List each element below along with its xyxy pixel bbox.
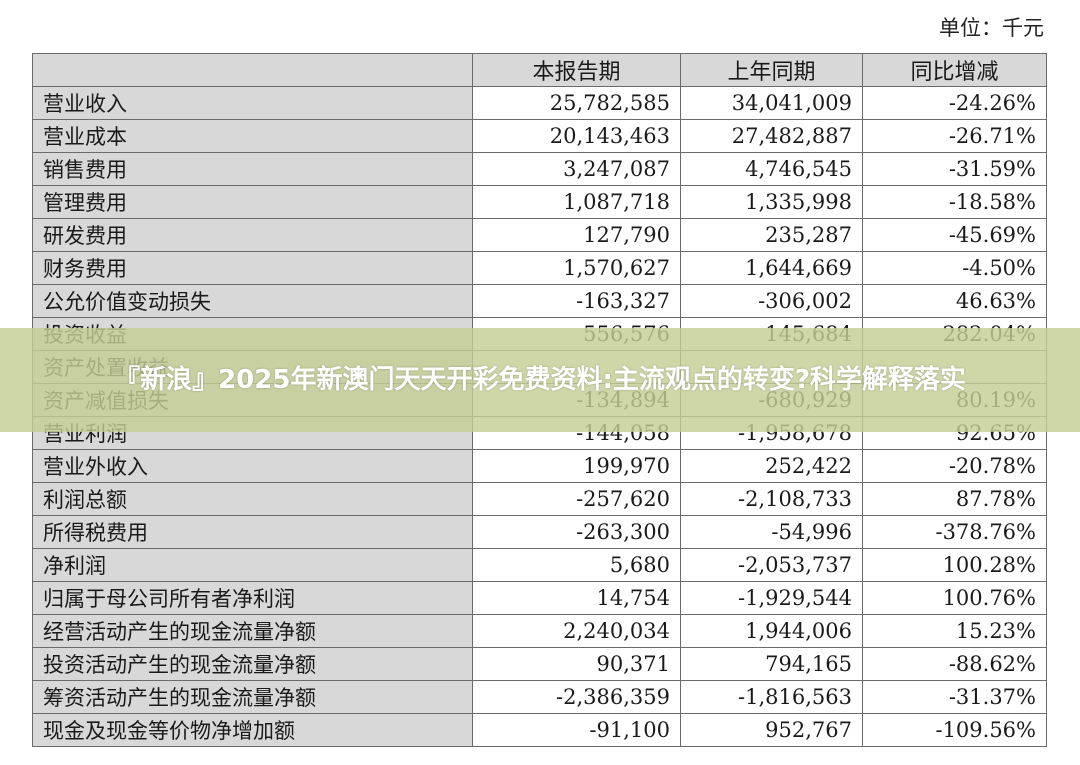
yoy-change-value: -45.69% (862, 218, 1047, 252)
prior-period-value: 952,767 (680, 713, 863, 747)
prior-period-value: 235,287 (680, 218, 863, 252)
prior-period-value: 794,165 (680, 647, 863, 681)
row-label: 营业收入 (32, 86, 473, 120)
table-row: 筹资活动产生的现金流量净额 -2,386,359 -1,816,563 -31.37% (32, 680, 1047, 714)
header-cell-current-period: 本报告期 (472, 53, 681, 87)
row-label: 经营活动产生的现金流量净额 (32, 614, 473, 648)
row-label: 归属于母公司所有者净利润 (32, 581, 473, 615)
table-row: 管理费用 1,087,718 1,335,998 -18.58% (32, 185, 1047, 219)
table-row: 营业收入 25,782,585 34,041,009 -24.26% (32, 86, 1047, 120)
table-row: 财务费用 1,570,627 1,644,669 -4.50% (32, 251, 1047, 285)
yoy-change-value: -24.26% (862, 86, 1047, 120)
row-label: 现金及现金等价物净增加额 (32, 713, 473, 747)
prior-period-value: -1,929,544 (680, 581, 863, 615)
current-period-value: 14,754 (472, 581, 681, 615)
table-row: 所得税费用 -263,300 -54,996 -378.76% (32, 515, 1047, 549)
overlay-banner: 『新浪』2025年新澳门天天开彩免费资料:主流观点的转变?科学解释落实 (0, 328, 1080, 432)
current-period-value: -263,300 (472, 515, 681, 549)
prior-period-value: -306,002 (680, 284, 863, 318)
prior-period-value: 252,422 (680, 449, 863, 483)
table-row: 净利润 5,680 -2,053,737 100.28% (32, 548, 1047, 582)
current-period-value: 90,371 (472, 647, 681, 681)
header-cell-yoy-change: 同比增减 (862, 53, 1047, 87)
prior-period-value: 34,041,009 (680, 86, 863, 120)
table-row: 研发费用 127,790 235,287 -45.69% (32, 218, 1047, 252)
prior-period-value: 1,944,006 (680, 614, 863, 648)
current-period-value: -163,327 (472, 284, 681, 318)
current-period-value: -257,620 (472, 482, 681, 516)
row-label: 公允价值变动损失 (32, 284, 473, 318)
yoy-change-value: -31.37% (862, 680, 1047, 714)
current-period-value: 5,680 (472, 548, 681, 582)
row-label: 研发费用 (32, 218, 473, 252)
current-period-value: 199,970 (472, 449, 681, 483)
row-label: 销售费用 (32, 152, 473, 186)
yoy-change-value: -378.76% (862, 515, 1047, 549)
table-row: 营业成本 20,143,463 27,482,887 -26.71% (32, 119, 1047, 153)
yoy-change-value: 87.78% (862, 482, 1047, 516)
current-period-value: 1,087,718 (472, 185, 681, 219)
row-label: 筹资活动产生的现金流量净额 (32, 680, 473, 714)
table-row: 销售费用 3,247,087 4,746,545 -31.59% (32, 152, 1047, 186)
table-row: 经营活动产生的现金流量净额 2,240,034 1,944,006 15.23% (32, 614, 1047, 648)
table-row: 公允价值变动损失 -163,327 -306,002 46.63% (32, 284, 1047, 318)
header-cell-item (32, 53, 473, 87)
yoy-change-value: 100.28% (862, 548, 1047, 582)
prior-period-value: 1,335,998 (680, 185, 863, 219)
header-cell-prior-period: 上年同期 (680, 53, 863, 87)
prior-period-value: -2,108,733 (680, 482, 863, 516)
prior-period-value: 4,746,545 (680, 152, 863, 186)
row-label: 财务费用 (32, 251, 473, 285)
yoy-change-value: -26.71% (862, 119, 1047, 153)
yoy-change-value: -18.58% (862, 185, 1047, 219)
table-row: 营业外收入 199,970 252,422 -20.78% (32, 449, 1047, 483)
table-row: 投资活动产生的现金流量净额 90,371 794,165 -88.62% (32, 647, 1047, 681)
table-header-row: 本报告期 上年同期 同比增减 (32, 53, 1047, 87)
yoy-change-value: -109.56% (862, 713, 1047, 747)
current-period-value: -91,100 (472, 713, 681, 747)
prior-period-value: -2,053,737 (680, 548, 863, 582)
yoy-change-value: -31.59% (862, 152, 1047, 186)
row-label: 营业外收入 (32, 449, 473, 483)
table-row: 现金及现金等价物净增加额 -91,100 952,767 -109.56% (32, 713, 1047, 747)
table-row: 利润总额 -257,620 -2,108,733 87.78% (32, 482, 1047, 516)
prior-period-value: 27,482,887 (680, 119, 863, 153)
current-period-value: 25,782,585 (472, 86, 681, 120)
yoy-change-value: 15.23% (862, 614, 1047, 648)
row-label: 所得税费用 (32, 515, 473, 549)
yoy-change-value: -4.50% (862, 251, 1047, 285)
prior-period-value: -54,996 (680, 515, 863, 549)
row-label: 管理费用 (32, 185, 473, 219)
current-period-value: 127,790 (472, 218, 681, 252)
current-period-value: 20,143,463 (472, 119, 681, 153)
row-label: 投资活动产生的现金流量净额 (32, 647, 473, 681)
current-period-value: 1,570,627 (472, 251, 681, 285)
prior-period-value: -1,816,563 (680, 680, 863, 714)
yoy-change-value: 100.76% (862, 581, 1047, 615)
current-period-value: 3,247,087 (472, 152, 681, 186)
row-label: 营业成本 (32, 119, 473, 153)
table-row: 归属于母公司所有者净利润 14,754 -1,929,544 100.76% (32, 581, 1047, 615)
banner-text: 『新浪』2025年新澳门天天开彩免费资料:主流观点的转变?科学解释落实 (114, 365, 966, 395)
current-period-value: 2,240,034 (472, 614, 681, 648)
row-label: 利润总额 (32, 482, 473, 516)
yoy-change-value: 46.63% (862, 284, 1047, 318)
current-period-value: -2,386,359 (472, 680, 681, 714)
prior-period-value: 1,644,669 (680, 251, 863, 285)
unit-label: 单位：千元 (939, 16, 1044, 40)
yoy-change-value: -88.62% (862, 647, 1047, 681)
row-label: 净利润 (32, 548, 473, 582)
yoy-change-value: -20.78% (862, 449, 1047, 483)
